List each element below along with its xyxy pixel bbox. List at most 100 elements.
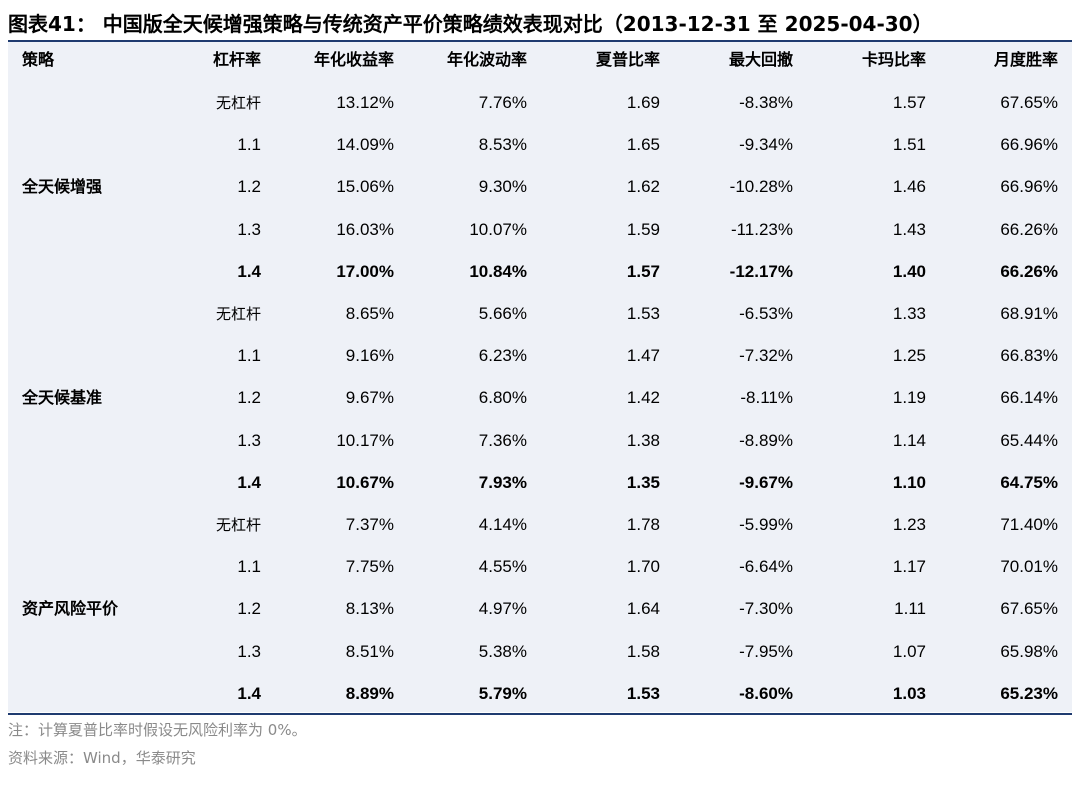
- strategy-group-label: 资产风险平价: [22, 599, 119, 619]
- cell-leverage: 1.4: [237, 261, 261, 281]
- cell-sharpe-ratio: 1.53: [626, 304, 660, 323]
- cell-annual-volatility: 10.07%: [469, 219, 527, 239]
- cell-max-drawdown: -7.95%: [739, 641, 793, 661]
- strategy-group-label: 全天候基准: [22, 388, 103, 408]
- cell-monthly-win-rate: 65.23%: [1000, 683, 1058, 703]
- cell-monthly-win-rate: 70.01%: [1000, 557, 1058, 577]
- cell-calmar-ratio: 1.03: [892, 683, 926, 703]
- header-sharpe-ratio: 夏普比率: [595, 50, 660, 69]
- cell-leverage: 1.1: [237, 557, 261, 577]
- cell-leverage: 1.1: [237, 135, 261, 155]
- cell-annual-return: 10.17%: [336, 430, 394, 450]
- cell-max-drawdown: -8.89%: [739, 430, 793, 450]
- cell-max-drawdown: -9.67%: [739, 472, 793, 492]
- cell-monthly-win-rate: 66.96%: [1000, 177, 1058, 197]
- cell-leverage: 1.2: [237, 599, 261, 619]
- cell-leverage: 1.3: [237, 641, 261, 661]
- table-row: 1.4 8.89% 5.79% 1.53 -8.60% 1.03 65.23%: [8, 673, 1072, 715]
- cell-monthly-win-rate: 66.26%: [1000, 219, 1058, 239]
- figure-title: 图表41： 中国版全天候增强策略与传统资产平价策略绩效表现对比（2013-12-…: [8, 12, 933, 36]
- cell-max-drawdown: -12.17%: [729, 261, 793, 281]
- cell-calmar-ratio: 1.14: [892, 430, 926, 450]
- cell-annual-volatility: 5.66%: [478, 304, 527, 323]
- cell-sharpe-ratio: 1.35: [626, 472, 660, 492]
- cell-annual-volatility: 8.53%: [478, 135, 527, 155]
- cell-monthly-win-rate: 66.96%: [1000, 135, 1058, 155]
- cell-monthly-win-rate: 68.91%: [1000, 304, 1058, 323]
- header-background: [8, 42, 1072, 78]
- cell-max-drawdown: -8.11%: [740, 388, 793, 408]
- cell-annual-return: 10.67%: [336, 472, 394, 492]
- cell-annual-return: 8.51%: [345, 641, 394, 661]
- cell-annual-volatility: 5.38%: [478, 641, 527, 661]
- strategy-group-label: 全天候增强: [22, 177, 103, 197]
- header-strategy: 策略: [22, 50, 55, 69]
- cell-annual-volatility: 6.80%: [478, 388, 527, 408]
- cell-calmar-ratio: 1.11: [894, 599, 926, 619]
- cell-annual-return: 13.12%: [336, 93, 394, 112]
- cell-sharpe-ratio: 1.69: [626, 93, 660, 112]
- header-max-drawdown: 最大回撤: [728, 50, 793, 69]
- table-row: 1.3 8.51% 5.38% 1.58 -7.95% 1.07 65.98%: [8, 631, 1072, 673]
- cell-annual-return: 8.65%: [345, 304, 394, 323]
- cell-sharpe-ratio: 1.65: [626, 135, 660, 155]
- cell-max-drawdown: -8.60%: [739, 683, 793, 703]
- cell-annual-volatility: 7.36%: [478, 430, 527, 450]
- cell-max-drawdown: -6.53%: [739, 304, 793, 323]
- table-row: 1.4 10.67% 7.93% 1.35 -9.67% 1.10 64.75%: [8, 462, 1072, 504]
- cell-max-drawdown: -5.99%: [739, 515, 793, 534]
- table-row: 无杠杆 13.12% 7.76% 1.69 -8.38% 1.57 67.65%: [8, 82, 1072, 124]
- table-row: 1.3 10.17% 7.36% 1.38 -8.89% 1.14 65.44%: [8, 420, 1072, 462]
- cell-leverage: 1.1: [237, 346, 261, 366]
- table-row: 1.2 8.13% 4.97% 1.64 -7.30% 1.11 67.65%: [8, 588, 1072, 630]
- header-leverage: 杠杆率: [212, 50, 261, 69]
- table-row: 1.1 7.75% 4.55% 1.70 -6.64% 1.17 70.01%: [8, 546, 1072, 588]
- cell-annual-return: 9.67%: [345, 388, 394, 408]
- cell-calmar-ratio: 1.17: [892, 557, 926, 577]
- cell-annual-volatility: 9.30%: [478, 177, 527, 197]
- cell-annual-volatility: 7.76%: [478, 93, 527, 112]
- cell-monthly-win-rate: 65.98%: [1000, 641, 1058, 661]
- cell-monthly-win-rate: 65.44%: [1000, 430, 1058, 450]
- cell-calmar-ratio: 1.19: [892, 388, 926, 408]
- cell-sharpe-ratio: 1.70: [626, 557, 660, 577]
- cell-monthly-win-rate: 66.83%: [1000, 346, 1058, 366]
- cell-sharpe-ratio: 1.64: [626, 599, 660, 619]
- cell-leverage: 1.2: [237, 177, 261, 197]
- cell-annual-volatility: 4.97%: [478, 599, 527, 619]
- footnote: 注：计算夏普比率时假设无风险利率为 0%。: [8, 721, 307, 739]
- cell-annual-return: 14.09%: [336, 135, 394, 155]
- cell-annual-volatility: 10.84%: [469, 261, 527, 281]
- cell-sharpe-ratio: 1.58: [626, 641, 660, 661]
- table-row: 无杠杆 7.37% 4.14% 1.78 -5.99% 1.23 71.40%: [8, 504, 1072, 546]
- cell-annual-return: 8.89%: [345, 683, 394, 703]
- cell-annual-volatility: 5.79%: [478, 683, 527, 703]
- cell-annual-return: 15.06%: [336, 177, 394, 197]
- cell-sharpe-ratio: 1.47: [626, 346, 660, 366]
- cell-max-drawdown: -11.23%: [730, 219, 793, 239]
- top-rule: [8, 40, 1072, 42]
- cell-sharpe-ratio: 1.57: [626, 261, 660, 281]
- cell-calmar-ratio: 1.25: [892, 346, 926, 366]
- cell-calmar-ratio: 1.33: [892, 304, 926, 323]
- cell-calmar-ratio: 1.40: [892, 261, 926, 281]
- cell-max-drawdown: -9.34%: [739, 135, 793, 155]
- table-row: 1.2 15.06% 9.30% 1.62 -10.28% 1.46 66.96%: [8, 166, 1072, 208]
- cell-sharpe-ratio: 1.62: [626, 177, 660, 197]
- cell-leverage: 1.2: [237, 388, 261, 408]
- table-row: 1.1 14.09% 8.53% 1.65 -9.34% 1.51 66.96%: [8, 124, 1072, 166]
- cell-leverage: 1.3: [237, 219, 261, 239]
- cell-max-drawdown: -7.30%: [739, 599, 793, 619]
- cell-calmar-ratio: 1.10: [892, 472, 926, 492]
- cell-monthly-win-rate: 64.75%: [1000, 472, 1058, 492]
- cell-leverage: 1.4: [237, 683, 261, 703]
- cell-leverage: 1.3: [237, 430, 261, 450]
- table-row: 1.3 16.03% 10.07% 1.59 -11.23% 1.43 66.26%: [8, 209, 1072, 251]
- cell-max-drawdown: -10.28%: [729, 177, 793, 197]
- cell-leverage: 1.4: [237, 472, 261, 492]
- cell-annual-volatility: 4.55%: [478, 557, 527, 577]
- cell-annual-return: 7.75%: [345, 557, 394, 577]
- cell-annual-return: 17.00%: [336, 261, 394, 281]
- cell-monthly-win-rate: 71.40%: [1000, 515, 1058, 534]
- source-note: 资料来源：Wind，华泰研究: [8, 749, 196, 767]
